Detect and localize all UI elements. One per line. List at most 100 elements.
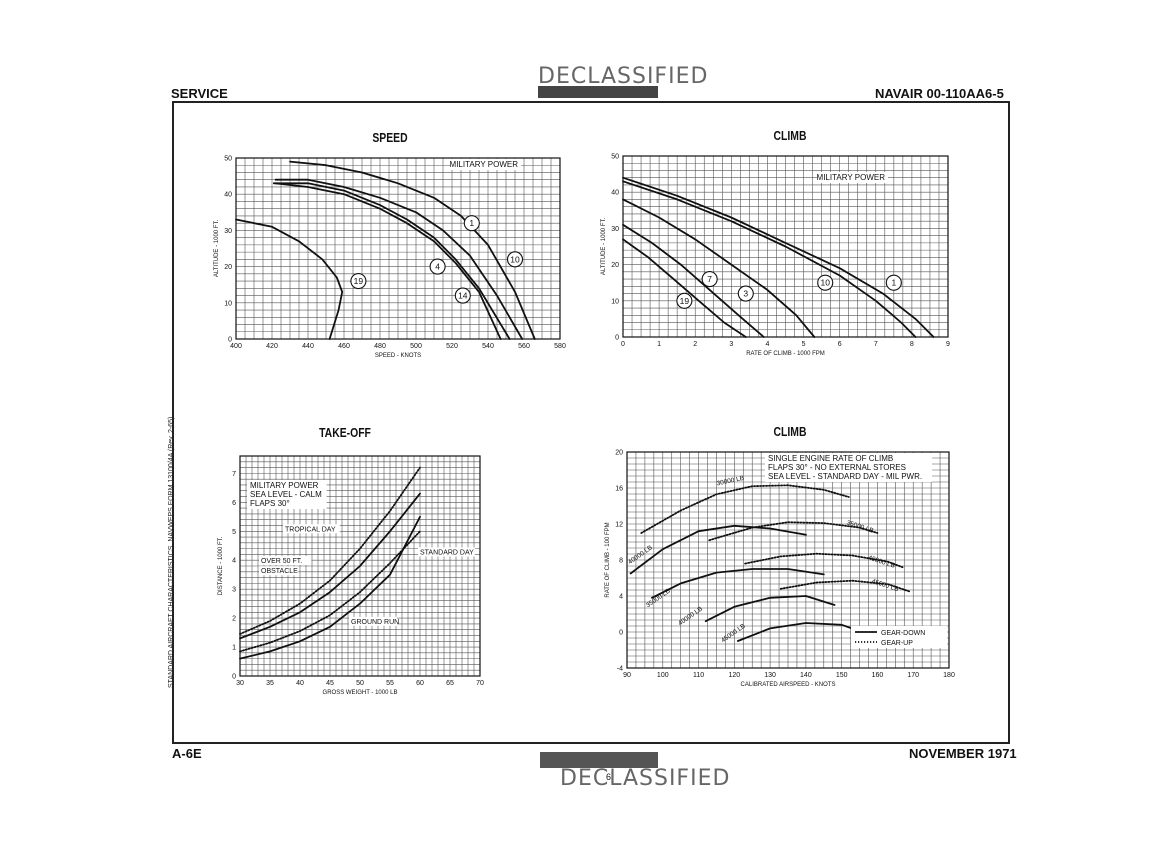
curve-label: 3: [737, 285, 754, 302]
curve-label-text: 14: [458, 291, 468, 301]
y-tick-label: 0: [228, 337, 232, 344]
series-line: [708, 521, 879, 542]
curve-label: 1: [463, 215, 480, 232]
x-tick-label: 480: [374, 343, 386, 350]
y-tick-label: 20: [224, 264, 232, 271]
x-tick-label: 2: [693, 341, 697, 348]
annotation-line: SEA LEVEL - CALM: [250, 490, 322, 499]
x-tick-label: 40: [296, 680, 304, 687]
footer-right: NOVEMBER 1971: [909, 746, 1017, 761]
y-tick-label: 10: [611, 298, 619, 305]
x-tick-label: 35: [266, 680, 274, 687]
y-tick-label: 12: [615, 522, 623, 529]
annotation-bg: [765, 453, 932, 482]
curve-label-text: 10: [510, 254, 520, 264]
y-tick-label: -4: [617, 666, 623, 673]
series-line: [779, 579, 911, 593]
series-line: [622, 180, 917, 338]
chart-title-takeoff: TAKE-OFF: [319, 425, 371, 440]
curve-label-text: 40000 LB: [627, 544, 654, 566]
y-tick-label: 4: [232, 558, 236, 565]
curve-label-text: STANDARD DAY: [420, 549, 474, 556]
curve-label-text: 1: [891, 278, 896, 288]
curve-label-bg: [259, 556, 312, 566]
y-tick-label: 50: [611, 154, 619, 161]
x-tick-label: 65: [446, 680, 454, 687]
chart-title-climb-mil: CLIMB: [773, 128, 807, 143]
y-tick-label: 20: [615, 450, 623, 457]
y-tick-label: 16: [615, 486, 623, 493]
series-line: [239, 492, 421, 640]
curve-label-text: 19: [354, 276, 364, 286]
series-line: [239, 515, 421, 660]
curve-label-text: OBSTACLE: [261, 568, 298, 575]
y-tick-label: 4: [619, 594, 623, 601]
page-number: 6: [606, 772, 612, 782]
annotation: MILITARY POWER: [817, 172, 888, 183]
x-tick-label: 50: [356, 680, 364, 687]
y-tick-label: 0: [615, 335, 619, 342]
curve-label-text: 35000 LB: [846, 519, 875, 534]
plot-border: [622, 155, 949, 338]
redaction-bar-top: [538, 86, 658, 98]
chart-title-climb-single: CLIMB: [773, 424, 807, 439]
annotation-bg: [247, 480, 327, 509]
x-tick-label: 70: [476, 680, 484, 687]
x-axis-label: CALIBRATED AIRSPEED - KNOTS: [741, 682, 836, 688]
x-tick-label: 0: [621, 341, 625, 348]
y-axis-label: DISTANCE - 1000 FT.: [218, 536, 224, 595]
x-tick-label: 560: [518, 343, 530, 350]
series-line: [651, 568, 825, 599]
x-axis-label: GROSS WEIGHT - 1000 LB: [323, 690, 398, 696]
series-line: [274, 178, 524, 340]
curve-label: 1: [885, 274, 902, 291]
x-tick-label: 55: [386, 680, 394, 687]
legend-label: GEAR-UP: [881, 640, 913, 647]
curve-label-text: 19: [680, 296, 690, 306]
declassified-stamp-bottom: DECLASSIFIED: [560, 766, 731, 791]
annotation-line: FLAPS 30°: [250, 499, 290, 508]
x-tick-label: 180: [943, 672, 955, 679]
curve-label-text: 7: [707, 274, 712, 284]
y-tick-label: 6: [232, 500, 236, 507]
series-line: [272, 182, 511, 340]
annotation: MILITARY POWER: [450, 159, 521, 170]
y-tick-label: 0: [232, 674, 236, 681]
x-tick-label: 150: [836, 672, 848, 679]
y-tick-label: 40: [224, 192, 232, 199]
curve-label: GROUND RUN: [349, 616, 399, 626]
x-tick-label: 520: [446, 343, 458, 350]
y-axis-label: ALTITUDE - 1000 FT.: [601, 218, 607, 276]
x-tick-label: 45: [326, 680, 334, 687]
annotation-line: MILITARY POWER: [817, 173, 886, 182]
annotation-line: MILITARY POWER: [250, 481, 319, 490]
curve-label-text: 10: [820, 278, 830, 288]
curve-label-bg: [418, 547, 475, 557]
curve-label-text: 4: [435, 262, 440, 272]
curve-label-circle: [817, 274, 834, 291]
curve-label: 7: [701, 271, 718, 288]
curve-label-circle: [506, 251, 524, 268]
annotation-line: FLAPS 30° - NO EXTERNAL STORES: [768, 463, 906, 472]
x-tick-label: 8: [910, 341, 914, 348]
curve-label: OBSTACLE: [259, 566, 299, 576]
y-tick-label: 3: [232, 587, 236, 594]
legend: GEAR-DOWN GEAR-UP: [851, 626, 947, 648]
series-line: [239, 530, 421, 653]
x-tick-label: 160: [872, 672, 884, 679]
header-right: NAVAIR 00-110AA6-5: [875, 86, 1004, 101]
x-tick-label: 460: [338, 343, 350, 350]
footer-left: A-6E: [172, 746, 202, 761]
plot-border: [235, 157, 561, 340]
x-axis-label: RATE OF CLIMB - 1000 FPM: [746, 351, 825, 357]
series-line: [239, 466, 421, 635]
curve-label-text: 40000 LB: [867, 555, 896, 570]
x-tick-label: 540: [482, 343, 494, 350]
series-line: [744, 552, 904, 569]
curve-label-circle: [676, 292, 693, 309]
series-line: [289, 160, 536, 340]
curve-label-text: OVER 50 FT.: [261, 558, 302, 565]
curve-label: 19: [350, 273, 367, 290]
